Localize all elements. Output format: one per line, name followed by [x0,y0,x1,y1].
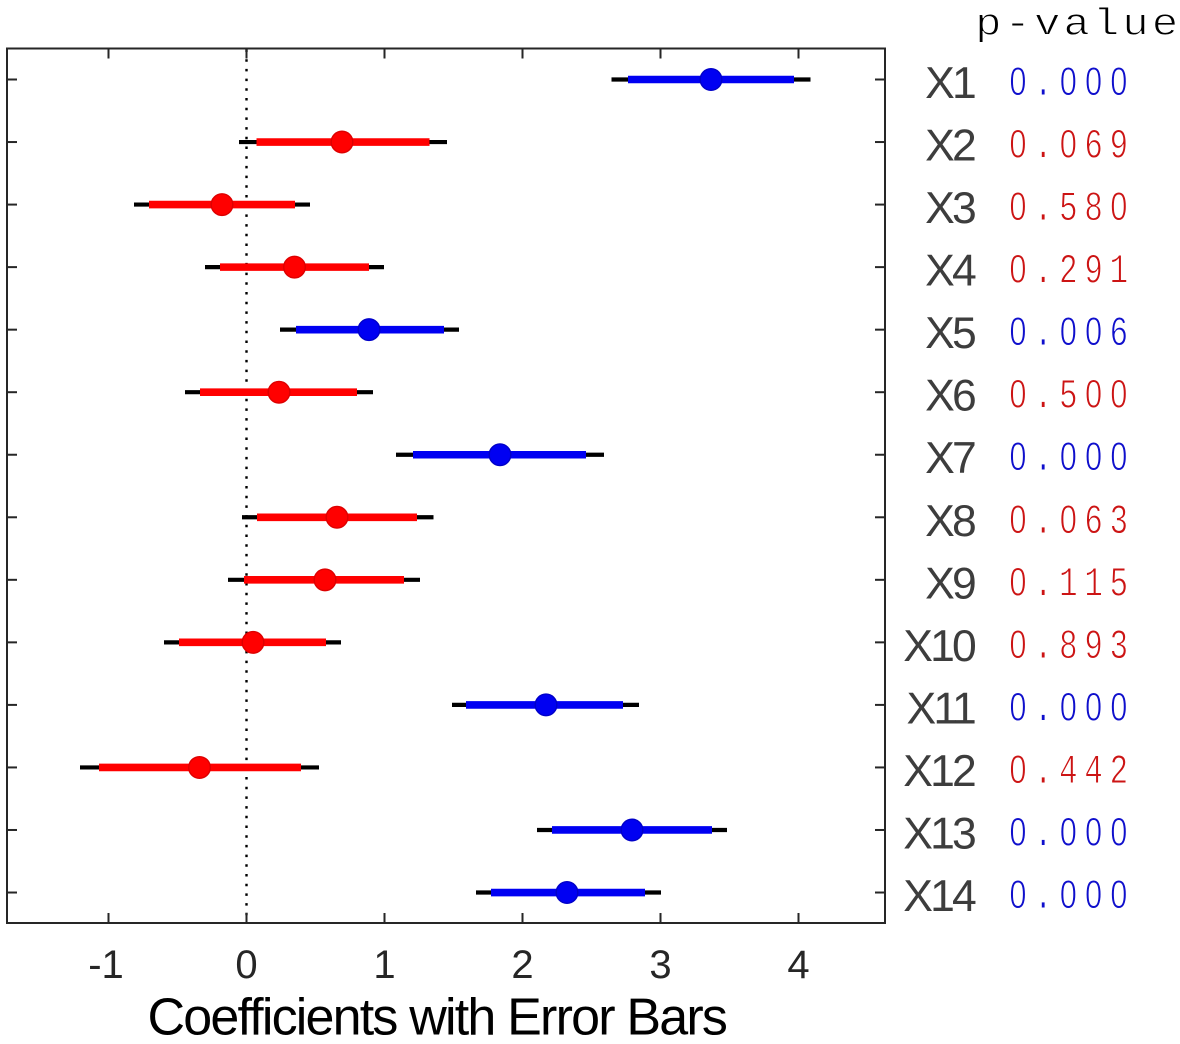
svg-text:p-value: p-value [975,4,1180,47]
svg-text:0.063: 0.063 [1009,499,1135,546]
svg-text:X10: X10 [903,622,976,671]
svg-text:0.291: 0.291 [1009,249,1135,296]
svg-text:2: 2 [511,943,533,987]
svg-text:0.442: 0.442 [1009,749,1135,796]
svg-text:X9: X9 [925,559,975,608]
svg-text:4: 4 [787,943,809,987]
svg-text:0.580: 0.580 [1009,186,1135,233]
svg-text:X4: X4 [925,247,976,296]
svg-text:3: 3 [649,943,671,987]
svg-text:-1: -1 [88,943,124,987]
svg-text:X14: X14 [903,872,976,921]
svg-text:X2: X2 [925,122,975,171]
svg-text:X13: X13 [903,809,975,858]
svg-text:0.500: 0.500 [1009,374,1135,421]
svg-text:X1: X1 [925,59,975,108]
svg-text:X5: X5 [925,309,975,358]
svg-text:X11: X11 [907,684,976,733]
svg-text:0.000: 0.000 [1009,436,1135,483]
svg-text:X3: X3 [925,184,975,233]
svg-text:X8: X8 [925,497,975,546]
svg-text:X12: X12 [903,747,975,796]
svg-text:X6: X6 [925,372,975,421]
svg-text:Coefficients with Error Bars: Coefficients with Error Bars [147,989,726,1039]
svg-text:X7: X7 [925,434,975,483]
svg-text:1: 1 [373,943,395,987]
svg-text:0.893: 0.893 [1009,624,1135,671]
svg-text:0.115: 0.115 [1009,561,1135,608]
svg-text:0: 0 [235,943,257,987]
